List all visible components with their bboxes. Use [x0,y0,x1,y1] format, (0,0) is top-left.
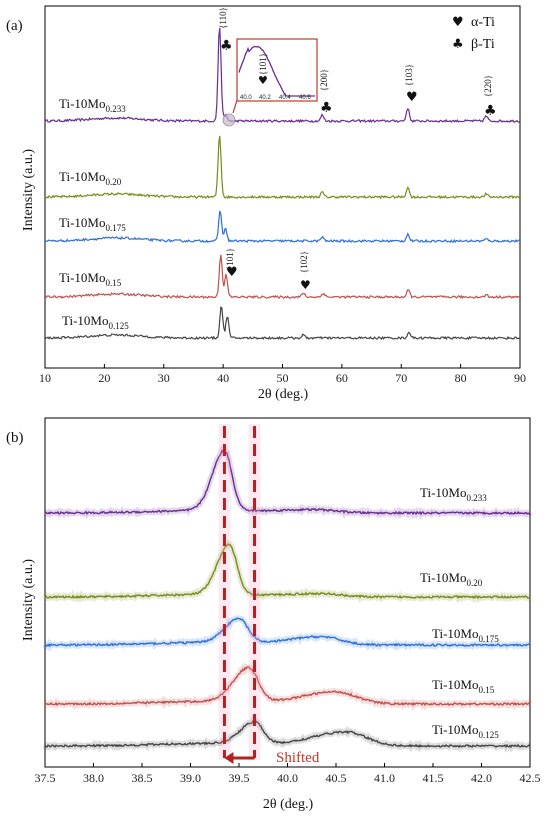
panel-a-ylabel: Intensity (a.u.) [21,149,36,231]
panel-b-sample-labels: Ti-10Mo0.233 Ti-10Mo0.20 Ti-10Mo0.175 Ti-10… [420,485,499,740]
panel-b-ylabel: Intensity (a.u.) [21,559,36,641]
inset-alpha-marker: ♥ [258,74,268,87]
panel-a-series-line [45,254,521,300]
panel-b-x-tick-label: 40.0 [277,771,298,785]
panel-a-peak-annotations: {110}♣{200}♣{103}♥{220}♣{101}♥ {102}♥ [218,7,497,292]
panel-a-series-line [44,135,521,200]
legend-alpha-symbol: ♥ [452,15,464,30]
shift-arrow-head [224,752,234,764]
panel-b-x-tick-label: 40.5 [326,771,347,785]
panel-a-x-ticks: 10 20 30 40 50 60 70 80 90 [39,364,526,385]
legend-beta-symbol: ♣ [452,37,464,52]
inset-tick-0: 40.0 [240,95,252,101]
panel-a-x-tick-label: 70 [395,371,407,385]
panel-a-series-label: Ti-10Mo0.15 [59,270,122,288]
panel-a-phase-marker: ♣ [320,100,333,116]
panel-b: (b) Intensity (a.u.) 2θ (deg.) 37.5 38.0 3… [6,417,541,812]
panel-b-x-tick-label: 41.0 [374,771,395,785]
panel-a-x-tick-label: 90 [514,371,526,385]
panel-a-sample-labels: Ti-10Mo0.233 Ti-10Mo0.20 Ti-10Mo0.175 Ti-10… [59,96,129,331]
inset-tick-3: 40.6 [299,95,311,101]
inset-frame [236,38,318,102]
panel-a-label: (a) [6,18,23,34]
panel-a-x-tick-label: 10 [39,371,51,385]
panel-b-x-tick-label: 41.5 [423,771,444,785]
panel-a-phase-marker: ♥ [226,265,238,280]
panel-b-series-line [44,448,531,516]
panel-a-x-tick-label: 40 [217,371,229,385]
panel-a-curves [44,27,521,341]
panel-a-series-line [44,306,521,341]
panel-a-xlabel: 2θ (deg.) [258,387,309,402]
panel-a-peak-index-label: {101} [225,248,235,270]
panel-a-x-tick-label: 80 [455,371,467,385]
panel-b-xlabel: 2θ (deg.) [263,797,314,812]
legend-beta-label: β-Ti [471,37,495,52]
panel-b-x-tick-label: 39.0 [180,771,201,785]
panel-a-series-label: Ti-10Mo0.20 [59,169,122,187]
panel-a: (a) Intensity (a.u.) 2θ (deg.) 10 20 30 40 5… [6,5,526,402]
panel-a-x-tick-label: 50 [277,371,289,385]
panel-b-x-tick-label: 42.5 [520,771,541,785]
inset-tick-2: 40.4 [279,95,291,101]
panel-a-peak-index-label: {103} [404,64,414,86]
shifted-label: Shifted [276,750,320,766]
panel-a-series-label: Ti-10Mo0.175 [59,215,126,233]
panel-b-series-line [44,666,531,707]
panel-b-series-label: Ti-10Mo0.15 [432,677,495,695]
panel-a-series-line [44,27,521,124]
panel-b-series-glow [43,444,533,521]
panel-b-series-label: Ti-10Mo0.175 [432,626,499,644]
panel-b-series-label: Ti-10Mo0.125 [432,722,499,740]
panel-b-x-ticks: 37.5 38.0 38.5 39.0 39.5 40.0 40.5 41.0 41.5 42.0… [35,763,541,785]
panel-a-x-tick-label: 30 [158,371,170,385]
panel-b-x-tick-label: 37.5 [35,771,56,785]
panel-b-series-line [44,719,531,749]
panel-a-phase-marker: ♣ [220,38,233,54]
panel-b-x-tick-label: 39.5 [229,771,250,785]
inset-curve [238,45,315,97]
panel-b-x-tick-label: 38.5 [132,771,153,785]
panel-a-series-line [44,210,520,244]
peak-shift-guides [218,424,261,764]
panel-b-series-label: Ti-10Mo0.233 [420,485,487,503]
panel-a-peak-index-label: {110} [218,7,228,29]
panel-b-curves [42,444,533,753]
legend-alpha-label: α-Ti [471,15,495,30]
inset-peak-label: {101} [258,53,268,75]
panel-b-x-tick-label: 42.0 [471,771,492,785]
panel-a-x-tick-label: 60 [336,371,348,385]
panel-a-peak-index-label: {102} [299,251,309,273]
panel-a-phase-marker: ♥ [406,90,418,105]
panel-a-x-tick-label: 20 [98,371,110,385]
panel-b-series-line [44,617,531,648]
inset-zoom: {101} ♥ 40.0 40.2 40.4 40.6 [222,38,318,127]
panel-b-series-line [44,542,531,600]
panel-a-series-label: Ti-10Mo0.125 [62,313,129,331]
inset-highlight-circle [222,113,236,127]
panel-a-peak-index-label: {200} [319,69,329,91]
panel-a-phase-marker: ♣ [484,103,497,119]
phase-legend: ♥ α-Ti ♣ β-Ti [452,15,495,52]
panel-b-series-label: Ti-10Mo0.20 [420,570,483,588]
panel-a-peak-index-label: {220} [483,75,493,97]
panel-a-series-label: Ti-10Mo0.233 [59,96,126,114]
panel-b-x-tick-label: 38.0 [83,771,104,785]
inset-tick-1: 40.2 [259,95,271,101]
panel-a-phase-marker: ♥ [300,278,311,292]
panel-b-label: (b) [6,430,24,446]
